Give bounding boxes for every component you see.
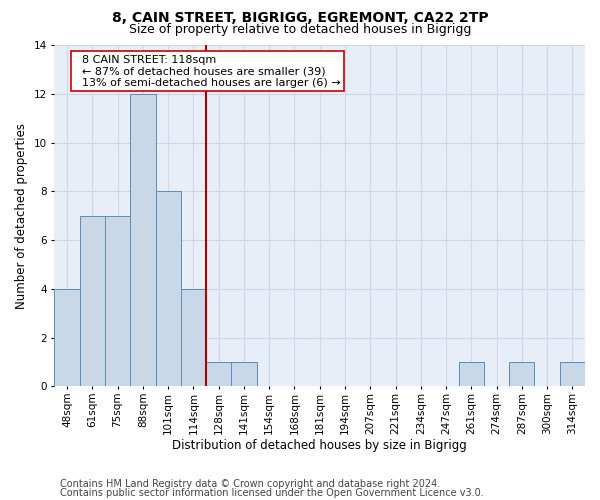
Text: Size of property relative to detached houses in Bigrigg: Size of property relative to detached ho… [129, 22, 471, 36]
Bar [55, 289, 80, 386]
Bar [509, 362, 535, 386]
Bar [80, 216, 105, 386]
Text: 8, CAIN STREET, BIGRIGG, EGREMONT, CA22 2TP: 8, CAIN STREET, BIGRIGG, EGREMONT, CA22 … [112, 11, 488, 25]
Bar [105, 216, 130, 386]
Bar [155, 192, 181, 386]
Y-axis label: Number of detached properties: Number of detached properties [15, 122, 28, 308]
Bar [231, 362, 257, 386]
Text: Contains public sector information licensed under the Open Government Licence v3: Contains public sector information licen… [60, 488, 484, 498]
Text: 8 CAIN STREET: 118sqm
  ← 87% of detached houses are smaller (39)
  13% of semi-: 8 CAIN STREET: 118sqm ← 87% of detached … [74, 55, 340, 88]
X-axis label: Distribution of detached houses by size in Bigrigg: Distribution of detached houses by size … [172, 440, 467, 452]
Bar [560, 362, 585, 386]
Bar [206, 362, 231, 386]
Bar [458, 362, 484, 386]
Bar [181, 289, 206, 386]
Bar [130, 94, 155, 386]
Text: Contains HM Land Registry data © Crown copyright and database right 2024.: Contains HM Land Registry data © Crown c… [60, 479, 440, 489]
